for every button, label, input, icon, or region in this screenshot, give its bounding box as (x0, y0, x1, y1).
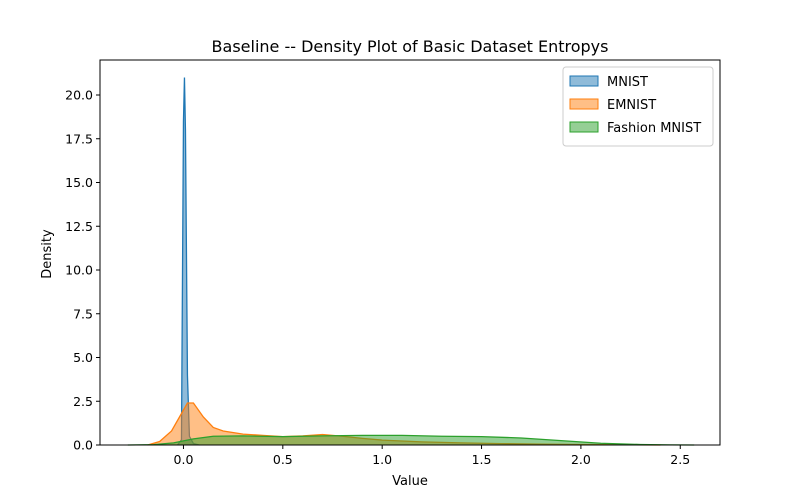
y-tick-label: 12.5 (65, 219, 93, 234)
y-tick-label: 7.5 (73, 306, 93, 321)
legend: MNIST EMNIST Fashion MNIST (562, 66, 714, 147)
x-tick-label: 0.0 (174, 452, 194, 467)
plot-frame (99, 59, 721, 446)
x-tick-label: 2.0 (571, 452, 591, 467)
legend-label-emnist: EMNIST (607, 98, 656, 113)
axes: 0.0 0.5 1.0 1.5 2.0 2.5 0.0 2.5 5.0 7.5 10.0 12.5 15… (65, 59, 721, 467)
y-axis-label: Density (40, 229, 55, 279)
plot-area (127, 77, 695, 446)
y-tick-label: 5.0 (73, 350, 93, 365)
x-tick-label: 0.5 (273, 452, 293, 467)
x-tick-label: 2.5 (670, 452, 690, 467)
legend-swatch-fashion-mnist (569, 121, 599, 133)
x-tick-label: 1.0 (372, 452, 392, 467)
x-axis-label: Value (392, 474, 428, 489)
y-tick-label: 0.0 (73, 438, 93, 453)
y-tick-label: 20.0 (65, 88, 93, 103)
legend-box (562, 66, 714, 147)
y-tick-label: 15.0 (65, 175, 93, 190)
density-line-mnist (176, 77, 200, 446)
chart-title: Baseline -- Density Plot of Basic Datase… (212, 37, 609, 56)
legend-label-fashion-mnist: Fashion MNIST (607, 121, 701, 136)
density-area-mnist (177, 77, 200, 445)
y-tick-label: 2.5 (73, 394, 93, 409)
y-tick-label: 17.5 (65, 131, 93, 146)
y-tick-label: 10.0 (65, 263, 93, 278)
density-line-fashion-mnist (127, 434, 695, 446)
legend-label-mnist: MNIST (607, 75, 648, 90)
legend-swatch-mnist (569, 75, 599, 87)
legend-swatch-emnist (569, 98, 599, 110)
x-tick-label: 1.5 (472, 452, 492, 467)
density-area-fashion-mnist (127, 435, 695, 445)
